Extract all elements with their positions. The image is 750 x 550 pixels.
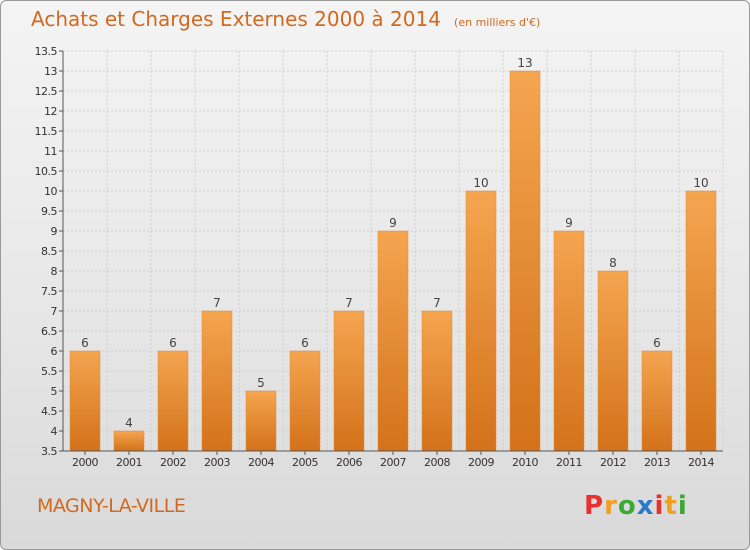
x-tick-label: 2013 — [644, 456, 670, 469]
x-tick-label: 2014 — [688, 456, 714, 469]
y-tick-label: 6 — [51, 345, 58, 358]
logo-letter: x — [636, 491, 655, 521]
bar-value-label: 9 — [565, 216, 573, 230]
bar-value-label: 7 — [345, 296, 353, 310]
bar-value-label: 9 — [389, 216, 397, 230]
logo-letter: t — [664, 491, 678, 521]
x-tick-label: 2004 — [248, 456, 274, 469]
bar-value-label: 4 — [125, 416, 133, 430]
proxiti-logo: Proxiti — [584, 491, 688, 521]
bar — [333, 310, 365, 452]
y-tick-label: 13 — [44, 65, 57, 78]
bar-value-label: 6 — [169, 336, 177, 350]
x-tick-label: 2008 — [424, 456, 450, 469]
y-tick-label: 3.5 — [41, 445, 57, 458]
bar-value-label: 13 — [517, 56, 532, 70]
bar-value-label: 7 — [213, 296, 221, 310]
commune-name: MAGNY-LA-VILLE — [37, 495, 186, 517]
bar — [289, 350, 321, 452]
x-tick-label: 2002 — [160, 456, 186, 469]
y-tick-label: 9 — [51, 225, 58, 238]
logo-letter: o — [617, 491, 637, 521]
bar — [421, 310, 453, 452]
logo-letter: r — [604, 491, 618, 521]
y-tick-label: 12 — [44, 105, 57, 118]
y-tick-label: 4 — [51, 425, 58, 438]
y-tick-label: 10 — [44, 185, 57, 198]
y-tick-label: 9.5 — [41, 205, 57, 218]
x-tick-label: 2006 — [336, 456, 362, 469]
x-tick-label: 2000 — [72, 456, 98, 469]
x-tick-label: 2003 — [204, 456, 230, 469]
bar-value-label: 7 — [433, 296, 441, 310]
logo-letter: P — [584, 491, 605, 521]
y-tick-label: 6.5 — [41, 325, 57, 338]
bar — [113, 430, 145, 452]
y-tick-label: 4.5 — [41, 405, 57, 418]
bar — [509, 70, 541, 452]
y-tick-label: 13.5 — [35, 45, 58, 58]
chart-title-main: Achats et Charges Externes 2000 à 2014 — [31, 7, 441, 31]
bar — [201, 310, 233, 452]
bar — [157, 350, 189, 452]
x-tick-label: 2009 — [468, 456, 494, 469]
y-tick-label: 5 — [51, 385, 58, 398]
bar — [377, 230, 409, 452]
y-tick-label: 7 — [51, 305, 58, 318]
bar — [69, 350, 101, 452]
x-tick-label: 2007 — [380, 456, 406, 469]
y-tick-label: 5.5 — [41, 365, 57, 378]
y-tick-label: 8 — [51, 265, 58, 278]
y-tick-label: 8.5 — [41, 245, 57, 258]
bar-value-label: 6 — [653, 336, 661, 350]
x-tick-label: 2005 — [292, 456, 318, 469]
bar-value-label: 6 — [301, 336, 309, 350]
bar-value-label: 10 — [693, 176, 708, 190]
y-tick-label: 12.5 — [35, 85, 58, 98]
bar — [553, 230, 585, 452]
y-tick-label: 7.5 — [41, 285, 57, 298]
bar — [685, 190, 717, 452]
bar — [245, 390, 277, 452]
y-tick-label: 11 — [44, 145, 57, 158]
chart-title-unit: (en milliers d'€) — [454, 16, 541, 29]
logo-letter: i — [677, 491, 688, 521]
x-tick-label: 2010 — [512, 456, 538, 469]
x-tick-label: 2011 — [556, 456, 582, 469]
y-tick-label: 10.5 — [35, 165, 58, 178]
logo-letter: i — [654, 491, 665, 521]
x-tick-label: 2012 — [600, 456, 626, 469]
bar — [465, 190, 497, 452]
bar-value-label: 5 — [257, 376, 265, 390]
x-tick-label: 2001 — [116, 456, 142, 469]
chart-title: Achats et Charges Externes 2000 à 2014 (… — [31, 7, 540, 31]
bar — [597, 270, 629, 452]
bar-value-label: 8 — [609, 256, 617, 270]
bar-value-label: 6 — [81, 336, 89, 350]
bar — [641, 350, 673, 452]
bar-value-label: 10 — [473, 176, 488, 190]
y-tick-label: 11.5 — [35, 125, 58, 138]
